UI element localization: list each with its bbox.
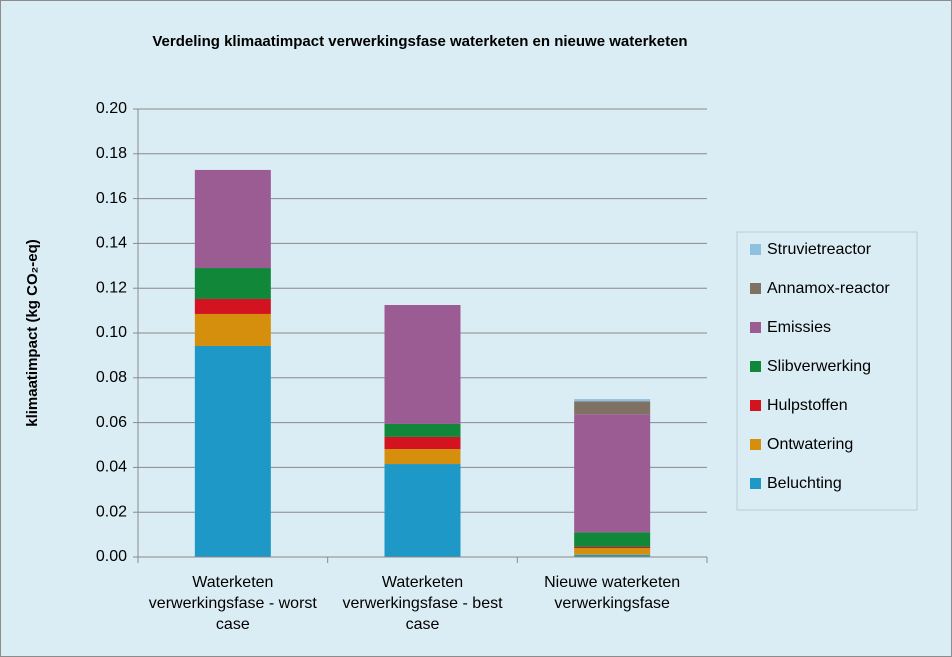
y-axis-label: klimaatimpact (kg CO₂-eq) xyxy=(24,239,41,427)
y-tick-label: 0.10 xyxy=(96,324,127,341)
y-tick-label: 0.14 xyxy=(96,235,127,252)
bar-segment xyxy=(194,268,271,299)
bar-segment xyxy=(574,401,651,415)
y-tick-label: 0.02 xyxy=(96,503,127,520)
legend-swatch xyxy=(750,322,761,333)
bar-segment xyxy=(194,298,271,314)
legend-swatch xyxy=(750,439,761,450)
y-tick-label: 0.08 xyxy=(96,369,127,386)
legend-label: Annamox-reactor xyxy=(767,280,890,297)
legend-label: Beluchting xyxy=(767,475,842,492)
legend-swatch xyxy=(750,361,761,372)
bar-segment xyxy=(384,449,461,465)
legend-label: Slibverwerking xyxy=(767,358,871,375)
chart-title: Verdeling klimaatimpact verwerkingsfase … xyxy=(152,33,688,50)
bar-segment xyxy=(384,305,461,424)
legend-label: Struvietreactor xyxy=(767,241,872,258)
bar-segment xyxy=(574,554,651,557)
y-tick-label: 0.00 xyxy=(96,548,127,565)
legend-swatch xyxy=(750,283,761,294)
legend-swatch xyxy=(750,400,761,411)
y-tick-label: 0.18 xyxy=(96,145,127,162)
y-tick-label: 0.06 xyxy=(96,414,127,431)
bar-segment xyxy=(194,169,271,269)
y-tick-label: 0.12 xyxy=(96,279,127,296)
legend-box xyxy=(736,231,918,511)
legend-label: Hulpstoffen xyxy=(767,397,848,414)
y-tick-label: 0.20 xyxy=(96,100,127,117)
bar-segment xyxy=(384,464,461,557)
bar-segment xyxy=(574,532,651,547)
legend-label: Emissies xyxy=(767,319,831,336)
y-tick-label: 0.04 xyxy=(96,459,127,476)
x-tick-label: Waterketen verwerkingsfase - worst case xyxy=(148,574,317,633)
bar-segment xyxy=(574,548,651,555)
legend-swatch xyxy=(750,244,761,255)
bar-segment xyxy=(384,436,461,450)
legend-label: Ontwatering xyxy=(767,436,853,453)
bar-segment xyxy=(384,423,461,437)
bar-segment xyxy=(574,399,651,402)
legend-swatch xyxy=(750,478,761,489)
bar-segment xyxy=(574,546,651,549)
bar-segment xyxy=(194,313,271,346)
y-tick-label: 0.16 xyxy=(96,190,127,207)
bar-segment xyxy=(194,345,271,557)
x-tick-label: Waterketen verwerkingsfase - best case xyxy=(342,574,503,633)
bar-segment xyxy=(574,414,651,533)
x-tick-label: Nieuwe waterketen verwerkingsfase xyxy=(544,574,681,612)
